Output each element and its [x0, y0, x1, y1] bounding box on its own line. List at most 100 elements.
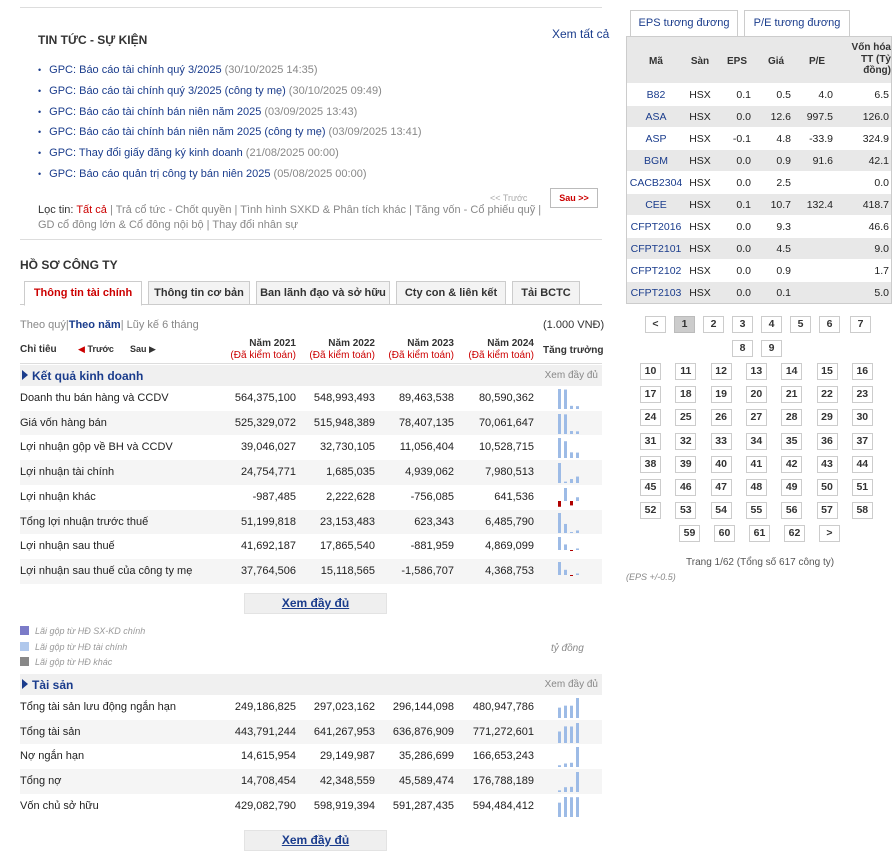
pager-page[interactable]: 51	[851, 479, 873, 496]
news-item-title[interactable]: GPC: Báo cáo tài chính bán niên năm 2025…	[49, 126, 326, 139]
pager-page[interactable]: 2	[703, 316, 724, 333]
pager-page[interactable]: 24	[640, 409, 661, 427]
pager-page[interactable]: 27	[745, 409, 767, 427]
filter-option[interactable]: GD cổ đông lớn & Cổ đông nội bộ	[38, 219, 204, 231]
tab-basic-info[interactable]: Thông tin cơ bản	[148, 281, 250, 305]
pager-page[interactable]: 45	[640, 479, 661, 496]
pager-page[interactable]: 48	[745, 479, 767, 496]
taisan-view-full-button[interactable]: Xem đầy đủ	[244, 830, 387, 851]
pager-page[interactable]: 44	[851, 455, 873, 473]
years-prev-button[interactable]: ◀ Trước	[78, 344, 114, 355]
news-next-button[interactable]: Sau >>	[550, 188, 598, 208]
pager-page[interactable]: 62	[784, 525, 805, 542]
news-prev-button[interactable]: << Trước	[490, 193, 528, 203]
pager-page[interactable]: 58	[851, 502, 873, 520]
pager-page[interactable]: 18	[675, 386, 697, 404]
news-item-title[interactable]: GPC: Báo cáo tài chính quý 3/2025 (công …	[49, 84, 286, 97]
pager-page[interactable]: 12	[710, 363, 732, 380]
peer-code-link[interactable]: B82	[646, 89, 666, 101]
tab-financial-info[interactable]: Thông tin tài chính	[24, 281, 142, 306]
pager-page[interactable]: 5	[790, 316, 811, 333]
pager-page[interactable]: 17	[640, 386, 661, 404]
filter-option[interactable]: Tình hình SXKD & Phân tích khác	[240, 204, 406, 216]
pager-page[interactable]: 14	[781, 363, 803, 380]
pager-prev-button[interactable]: <	[645, 316, 666, 333]
peer-code-link[interactable]: BGM	[644, 155, 668, 167]
pager-page[interactable]: 29	[816, 409, 838, 427]
pager-page[interactable]: 26	[710, 409, 732, 427]
pager-page[interactable]: 50	[816, 479, 838, 496]
pager-page[interactable]: 31	[640, 432, 661, 450]
pager-page[interactable]: 52	[640, 502, 661, 520]
pager-page[interactable]: 42	[781, 455, 803, 473]
peer-code-link[interactable]: CACB2304	[629, 177, 683, 189]
pager-page[interactable]: 60	[714, 525, 735, 542]
pager-page[interactable]: 55	[745, 502, 767, 520]
pager-page[interactable]: 43	[816, 455, 838, 473]
pager-page[interactable]: 61	[749, 525, 770, 542]
kqkd-view-more-link[interactable]: Xem đầy đủ	[544, 370, 598, 381]
pager-page[interactable]: 41	[745, 455, 767, 473]
pager-page[interactable]: 39	[675, 455, 697, 473]
tab-eps-equivalent[interactable]: EPS tương đương	[630, 10, 738, 36]
period-year-link[interactable]: Theo năm	[68, 319, 121, 331]
filter-option[interactable]: Trả cổ tức - Chốt quyền	[115, 204, 232, 216]
pager-page[interactable]: 49	[781, 479, 803, 496]
pager-page[interactable]: 38	[640, 455, 661, 473]
news-view-all-link[interactable]: Xem tất cả	[552, 27, 610, 41]
peer-code-link[interactable]: CFPT2101	[630, 243, 682, 255]
peer-code-link[interactable]: ASP	[645, 133, 667, 145]
pager-page[interactable]: 34	[745, 432, 767, 450]
pager-page[interactable]: 21	[781, 386, 803, 404]
pager-page[interactable]: 32	[675, 432, 697, 450]
pager-page[interactable]: 20	[745, 386, 767, 404]
pager-page[interactable]: 53	[675, 502, 697, 520]
pager-page[interactable]: 33	[710, 432, 732, 450]
peer-code-link[interactable]: CFPT2103	[630, 287, 682, 299]
years-next-button[interactable]: Sau ▶	[130, 344, 156, 355]
pager-page[interactable]: 56	[781, 502, 803, 520]
pager-page[interactable]: 54	[710, 502, 732, 520]
pager-page[interactable]: 19	[710, 386, 732, 404]
peer-code-link[interactable]: CEE	[645, 199, 667, 211]
filter-option[interactable]: Tăng vốn - Cổ phiếu quỹ	[414, 204, 536, 216]
pager-page[interactable]: 11	[675, 363, 697, 380]
period-cumulative-link[interactable]: Lũy kế 6 tháng	[126, 319, 199, 331]
pager-page[interactable]: 57	[816, 502, 838, 520]
pager-page[interactable]: 28	[781, 409, 803, 427]
news-item-title[interactable]: GPC: Báo cáo tài chính quý 3/2025	[49, 64, 222, 76]
pager-page[interactable]: 6	[819, 316, 840, 333]
tab-pe-equivalent[interactable]: P/E tương đương	[744, 10, 850, 36]
peer-code-link[interactable]: CFPT2016	[630, 221, 682, 233]
peer-code-link[interactable]: ASA	[645, 111, 667, 123]
pager-page[interactable]: 40	[710, 455, 732, 473]
pager-page[interactable]: 15	[816, 363, 838, 380]
news-item-title[interactable]: GPC: Thay đổi giấy đăng ký kinh doanh	[49, 147, 243, 160]
pager-page[interactable]: 16	[851, 363, 873, 380]
pager-page[interactable]: 22	[816, 386, 838, 404]
pager-page[interactable]: 9	[761, 340, 782, 357]
pager-page[interactable]: 8	[732, 340, 753, 357]
period-quarter-link[interactable]: Theo quý	[20, 319, 66, 331]
pager-page[interactable]: 36	[816, 432, 838, 450]
news-item-title[interactable]: GPC: Báo cáo tài chính bán niên năm 2025	[49, 105, 262, 118]
pager-page[interactable]: 37	[851, 432, 873, 450]
tab-download-report[interactable]: Tải BCTC	[512, 281, 580, 305]
news-item-title[interactable]: GPC: Báo cáo quản trị công ty bán niên 2…	[49, 167, 271, 180]
pager-page[interactable]: 1	[674, 316, 695, 333]
pager-page[interactable]: 4	[761, 316, 782, 333]
pager-page[interactable]: 46	[675, 479, 697, 496]
pager-page[interactable]: 35	[781, 432, 803, 450]
pager-page[interactable]: 7	[850, 316, 871, 333]
kqkd-view-full-button[interactable]: Xem đầy đủ	[244, 593, 387, 614]
pager-page[interactable]: 25	[675, 409, 697, 427]
filter-option[interactable]: Thay đổi nhân sự	[212, 219, 299, 231]
pager-page[interactable]: 10	[640, 363, 661, 380]
pager-page[interactable]: 47	[710, 479, 732, 496]
pager-page[interactable]: 13	[745, 363, 767, 380]
pager-page[interactable]: 23	[851, 386, 873, 404]
pager-page[interactable]: 3	[732, 316, 753, 333]
pager-page[interactable]: 59	[679, 525, 700, 542]
pager-page[interactable]: 30	[851, 409, 873, 427]
filter-all[interactable]: Tất cả	[76, 204, 107, 216]
